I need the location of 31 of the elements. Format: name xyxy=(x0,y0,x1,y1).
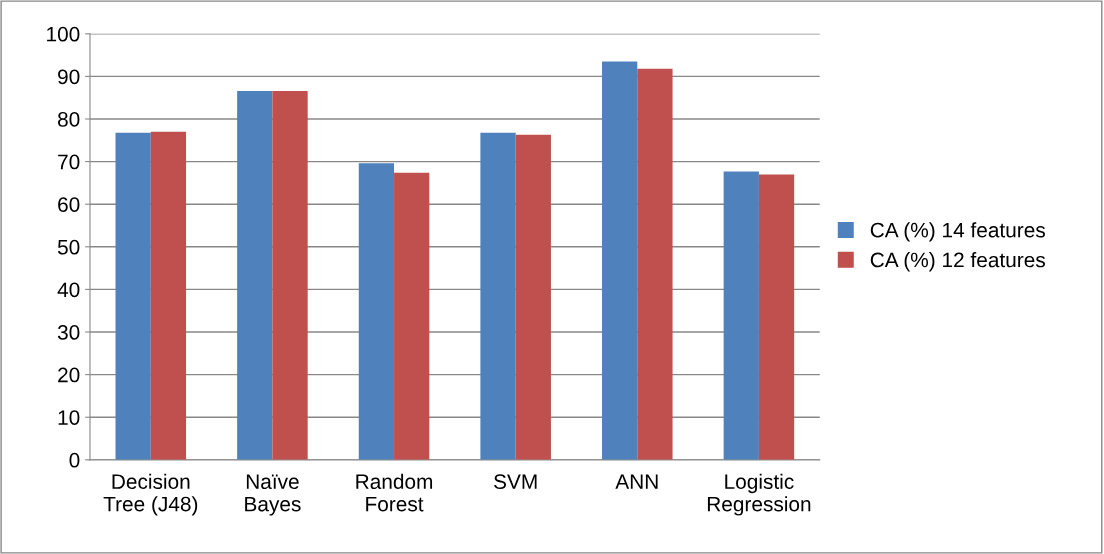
x-tick-label: Logistic Regression xyxy=(707,473,811,516)
x-tick-label: Naïve Bayes xyxy=(245,474,301,516)
y-tick-label: 0 xyxy=(69,452,80,468)
y-tick-label: 100 xyxy=(47,26,80,42)
bar xyxy=(515,134,551,460)
y-tick-label: 80 xyxy=(57,112,80,127)
x-tick-label: Random Forest xyxy=(356,473,433,512)
x-tick-label: SVM xyxy=(494,474,537,490)
bar xyxy=(150,131,187,460)
bar xyxy=(480,132,516,460)
bar xyxy=(758,174,795,460)
y-tick-label: 60 xyxy=(58,197,80,212)
y-tick-label: 30 xyxy=(57,325,80,340)
bar xyxy=(723,171,759,460)
bar xyxy=(115,132,151,460)
y-tick-label: 90 xyxy=(58,69,80,85)
y-tick-label: 40 xyxy=(57,282,80,298)
bar xyxy=(237,90,273,460)
y-tick-label: 20 xyxy=(58,367,80,383)
bar xyxy=(358,163,395,460)
y-tick-label: 50 xyxy=(57,239,80,255)
x-tick-label: Decision Tree (J48) xyxy=(103,473,198,516)
bar xyxy=(637,68,673,460)
bar xyxy=(602,61,638,460)
legend-label: CA (%) 14 features xyxy=(870,222,1045,242)
legend-label: CA (%) 12 features xyxy=(870,252,1045,272)
y-tick-label: 10 xyxy=(58,410,80,425)
bar xyxy=(394,172,430,460)
bar xyxy=(272,90,308,460)
x-tick-label: ANN xyxy=(615,474,658,489)
y-tick-label: 70 xyxy=(58,154,80,170)
